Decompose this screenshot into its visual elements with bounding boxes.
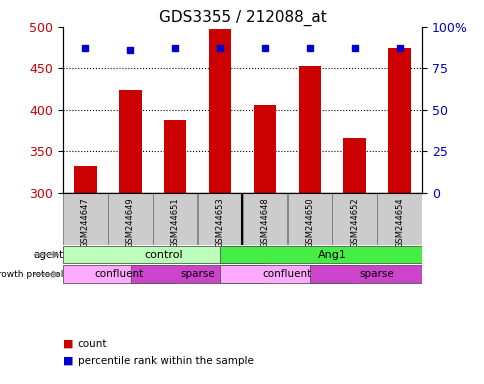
Text: agent: agent bbox=[33, 250, 63, 260]
Text: GSM244650: GSM244650 bbox=[304, 197, 314, 248]
Text: control: control bbox=[144, 250, 183, 260]
FancyBboxPatch shape bbox=[197, 193, 242, 245]
Bar bbox=[253, 105, 275, 193]
FancyBboxPatch shape bbox=[377, 193, 421, 245]
Bar bbox=[119, 90, 141, 193]
Bar bbox=[209, 28, 231, 193]
Text: sparse: sparse bbox=[359, 269, 393, 279]
Text: GSM244652: GSM244652 bbox=[349, 197, 359, 248]
Text: confluent: confluent bbox=[262, 269, 311, 279]
FancyBboxPatch shape bbox=[152, 193, 197, 245]
Text: GSM244654: GSM244654 bbox=[394, 197, 403, 248]
FancyBboxPatch shape bbox=[220, 265, 354, 283]
FancyBboxPatch shape bbox=[309, 265, 443, 283]
FancyBboxPatch shape bbox=[63, 193, 107, 245]
Text: ■: ■ bbox=[63, 356, 74, 366]
Bar bbox=[74, 166, 96, 193]
Text: count: count bbox=[77, 339, 107, 349]
Text: ■: ■ bbox=[63, 339, 74, 349]
FancyBboxPatch shape bbox=[130, 265, 264, 283]
Text: Ang1: Ang1 bbox=[317, 250, 346, 260]
Bar bbox=[388, 48, 410, 193]
FancyBboxPatch shape bbox=[220, 246, 443, 263]
FancyBboxPatch shape bbox=[287, 193, 332, 245]
Text: GSM244649: GSM244649 bbox=[125, 197, 135, 248]
FancyBboxPatch shape bbox=[242, 193, 287, 245]
Title: GDS3355 / 212088_at: GDS3355 / 212088_at bbox=[158, 9, 326, 25]
Text: GSM244647: GSM244647 bbox=[81, 197, 90, 248]
Bar bbox=[164, 120, 186, 193]
Text: growth protocol: growth protocol bbox=[0, 270, 63, 279]
FancyBboxPatch shape bbox=[63, 246, 264, 263]
Text: GSM244651: GSM244651 bbox=[170, 197, 180, 248]
FancyBboxPatch shape bbox=[63, 265, 175, 283]
FancyBboxPatch shape bbox=[108, 193, 152, 245]
Text: GSM244653: GSM244653 bbox=[215, 197, 224, 248]
Text: confluent: confluent bbox=[94, 269, 143, 279]
FancyBboxPatch shape bbox=[332, 193, 376, 245]
Text: percentile rank within the sample: percentile rank within the sample bbox=[77, 356, 253, 366]
Text: GSM244648: GSM244648 bbox=[260, 197, 269, 248]
Bar bbox=[343, 138, 365, 193]
Bar bbox=[298, 66, 320, 193]
Text: sparse: sparse bbox=[180, 269, 214, 279]
